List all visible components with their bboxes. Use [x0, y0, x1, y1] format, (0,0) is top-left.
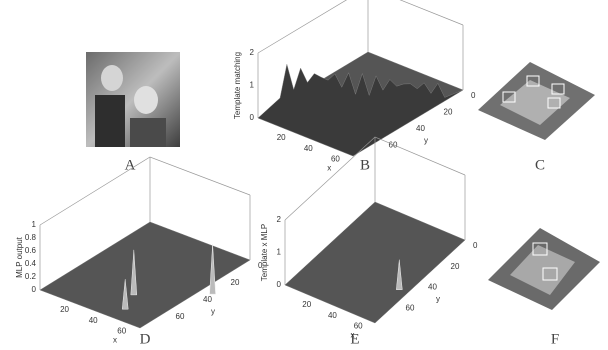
y-tick-label: 60	[176, 312, 185, 321]
x-tick-label: 40	[328, 311, 337, 320]
y-axis-label: y	[436, 295, 440, 304]
y-tick-label: 20	[444, 108, 453, 117]
z-axis-label: Template x MLP	[260, 224, 269, 281]
x-tick-label: 20	[60, 305, 69, 314]
z-tick-label: 1	[250, 81, 255, 90]
x-tick-label: 60	[354, 322, 363, 331]
z-tick-label: 0.2	[25, 272, 37, 281]
x-tick-label: 20	[302, 300, 311, 309]
z-axis-label: MLP output	[15, 236, 24, 278]
panel-label: F	[551, 331, 559, 347]
z-tick-label: 0	[32, 285, 37, 294]
x-tick-label: 60	[331, 155, 340, 164]
box-edge	[40, 157, 250, 225]
floor	[285, 202, 465, 323]
panel-label: D	[140, 331, 151, 347]
photo-f	[488, 228, 600, 310]
x-axis-label: x	[327, 164, 331, 173]
z-tick-label: 2	[277, 215, 282, 224]
z-tick-label: 2	[250, 48, 255, 57]
x-tick-label: 40	[89, 316, 98, 325]
box-edge	[258, 0, 463, 53]
panel-label: B	[360, 157, 370, 173]
z-tick-label: 0.8	[25, 233, 37, 242]
z-tick-label: 0.6	[25, 246, 37, 255]
y-axis-label: y	[424, 136, 428, 145]
z-tick-label: 0	[277, 280, 282, 289]
y-tick-label: 0	[471, 91, 476, 100]
figure: AB012Template matching204060x6040200yCD0…	[0, 0, 608, 350]
y-tick-label: 40	[428, 283, 437, 292]
z-tick-label: 0.4	[25, 259, 37, 268]
z-tick-label: 0	[250, 113, 255, 122]
y-axis-label: y	[211, 307, 215, 316]
x-axis-label: x	[113, 336, 117, 345]
x-tick-label: 60	[117, 327, 126, 336]
panel-label: A	[125, 157, 136, 173]
y-tick-label: 20	[231, 278, 240, 287]
photo-c	[478, 62, 595, 140]
y-tick-label: 40	[203, 295, 212, 304]
z-axis-label: Template matching	[233, 52, 242, 119]
y-tick-label: 40	[416, 124, 425, 133]
y-tick-label: 20	[451, 262, 460, 271]
floor	[40, 222, 250, 328]
z-tick-label: 1	[32, 220, 37, 229]
x-tick-label: 40	[304, 144, 313, 153]
y-tick-label: 60	[406, 303, 415, 312]
x-axis-label: x	[351, 331, 355, 340]
z-tick-label: 1	[277, 248, 282, 257]
y-tick-label: 0	[473, 241, 478, 250]
y-tick-label: 60	[389, 141, 398, 150]
x-tick-label: 20	[277, 133, 286, 142]
photo-a	[86, 52, 180, 147]
panel-label: C	[535, 157, 545, 173]
